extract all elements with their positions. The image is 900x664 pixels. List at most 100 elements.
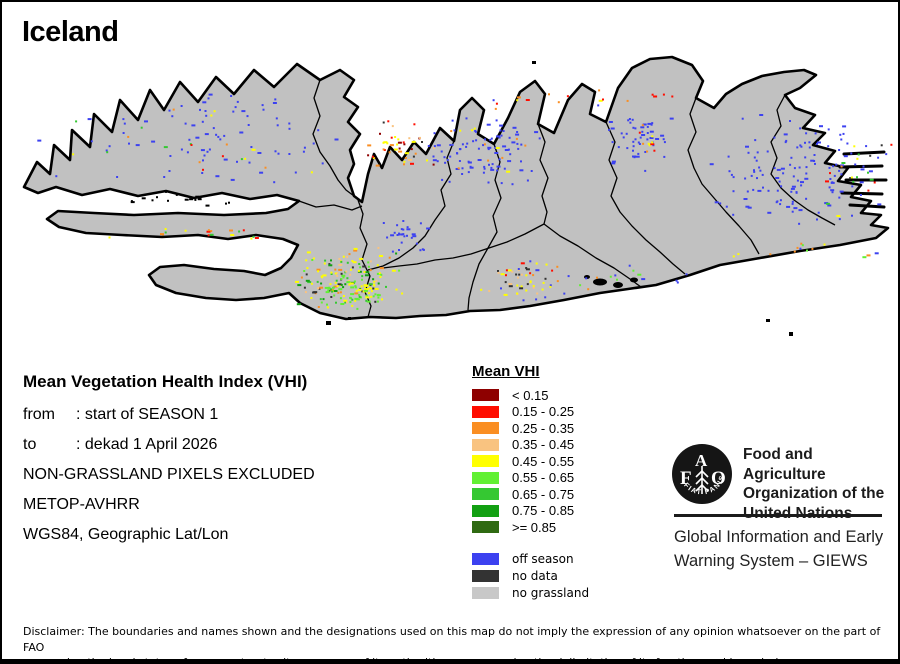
- vhi-pixel: [357, 269, 360, 272]
- vhi-pixel: [215, 175, 220, 178]
- vhi-pixel: [203, 154, 206, 157]
- vhi-pixel: [517, 147, 520, 150]
- vhi-pixel: [714, 201, 719, 204]
- vhi-pixel: [419, 249, 422, 252]
- vhi-pixel: [500, 134, 503, 137]
- vhi-pixel: [422, 248, 425, 251]
- vhi-pixel: [793, 207, 798, 210]
- vhi-pixel: [790, 190, 793, 193]
- vhi-pixel: [671, 95, 674, 98]
- vhi-pixel: [487, 148, 490, 151]
- vhi-pixel: [164, 231, 167, 234]
- vhi-pixel: [745, 205, 750, 208]
- vhi-pixel: [317, 287, 319, 290]
- vhi-pixel: [349, 296, 351, 299]
- vhi-pixel: [359, 266, 362, 269]
- vhi-pixel: [800, 242, 803, 245]
- vhi-pixel: [436, 160, 439, 163]
- vhi-pixel: [461, 173, 464, 175]
- vhi-pixel: [598, 99, 603, 102]
- vhi-pixel: [655, 138, 660, 140]
- vhi-pixel: [202, 101, 207, 104]
- vhi-pixel: [835, 163, 838, 166]
- vhi-pixel: [328, 263, 331, 266]
- vhi-pixel: [450, 130, 453, 133]
- vhi-pixel: [288, 122, 291, 125]
- vhi-pixel: [324, 286, 329, 289]
- vhi-pixel: [128, 142, 130, 145]
- vhi-pixel: [634, 138, 637, 141]
- vhi-pixel: [180, 148, 183, 151]
- legend-row: 0.45 - 0.55: [472, 453, 589, 470]
- vhi-pixel: [239, 131, 244, 134]
- vhi-pixel: [525, 268, 530, 271]
- vhi-pixel: [859, 194, 862, 196]
- vhi-pixel: [756, 177, 758, 180]
- vhi-pixel: [208, 148, 211, 151]
- vhi-pixel: [753, 156, 756, 159]
- vhi-pixel: [745, 145, 749, 148]
- vhi-pixel: [363, 287, 366, 290]
- vhi-pixel: [135, 144, 140, 147]
- legend-swatch: [472, 553, 499, 565]
- offshore-islands: [326, 61, 793, 336]
- vhi-pixel: [489, 138, 492, 141]
- vhi-pixel: [310, 282, 313, 285]
- vhi-pixel: [833, 174, 836, 177]
- vhi-pixel: [610, 127, 615, 130]
- fao-logo-letter-o: O: [711, 468, 726, 489]
- vhi-pixel: [663, 155, 666, 158]
- vhi-pixel: [874, 252, 879, 255]
- legend-label: 0.55 - 0.65: [512, 470, 575, 486]
- vhi-pixel: [436, 144, 441, 147]
- vhi-pixel: [767, 211, 772, 214]
- vhi-pixel: [348, 253, 351, 256]
- legend-label: < 0.15: [512, 387, 549, 403]
- vhi-pixel: [334, 268, 337, 271]
- vhi-pixel: [398, 150, 403, 153]
- vhi-pixel: [398, 249, 400, 251]
- vhi-pixel: [208, 93, 213, 96]
- vhi-pixel: [332, 286, 335, 289]
- vhi-pixel: [408, 137, 411, 140]
- vhi-pixel: [333, 290, 338, 292]
- vhi-pixel: [487, 146, 492, 149]
- vhi-pixel: [259, 171, 264, 174]
- legend-swatch: [472, 570, 499, 582]
- vhi-pixel: [563, 292, 566, 295]
- vhi-pixel: [511, 183, 514, 186]
- vhi-pixel: [338, 263, 343, 266]
- vhi-pixel: [789, 163, 792, 166]
- vhi-pixel: [273, 181, 276, 184]
- vhi-pixel: [496, 169, 499, 172]
- vhi-pixel: [519, 169, 524, 172]
- vhi-pixel: [634, 127, 637, 130]
- vhi-pixel: [494, 152, 499, 154]
- vhi-pixel: [512, 126, 517, 129]
- vhi-pixel: [346, 281, 351, 284]
- vhi-pixel: [419, 222, 422, 225]
- vhi-pixel: [401, 233, 404, 236]
- vhi-pixel: [776, 168, 781, 171]
- vhi-pixel: [223, 158, 228, 161]
- legend-label: no data: [512, 569, 558, 583]
- legend-row: no grassland: [472, 585, 589, 602]
- vhi-pixel: [483, 165, 486, 168]
- vhi-pixel: [653, 95, 658, 98]
- fao-separator-line: [674, 514, 882, 517]
- vhi-pixel: [496, 165, 501, 168]
- vhi-pixel: [779, 199, 782, 202]
- vhi-pixel: [247, 124, 250, 126]
- vhi-pixel: [406, 234, 408, 237]
- vhi-pixel: [602, 98, 604, 101]
- vhi-pixel: [885, 153, 888, 156]
- vhi-pixel: [890, 143, 893, 146]
- vhi-pixel: [525, 289, 528, 292]
- vhi-pixel: [354, 286, 357, 289]
- vhi-pixel: [799, 247, 802, 250]
- legend-label: 0.25 - 0.35: [512, 420, 575, 436]
- vhi-pixel: [620, 132, 623, 135]
- vhi-pixel: [393, 148, 398, 151]
- vhi-pixel: [457, 167, 460, 170]
- vhi-pixel: [368, 283, 373, 286]
